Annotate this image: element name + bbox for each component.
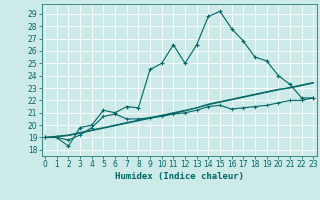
X-axis label: Humidex (Indice chaleur): Humidex (Indice chaleur): [115, 172, 244, 181]
